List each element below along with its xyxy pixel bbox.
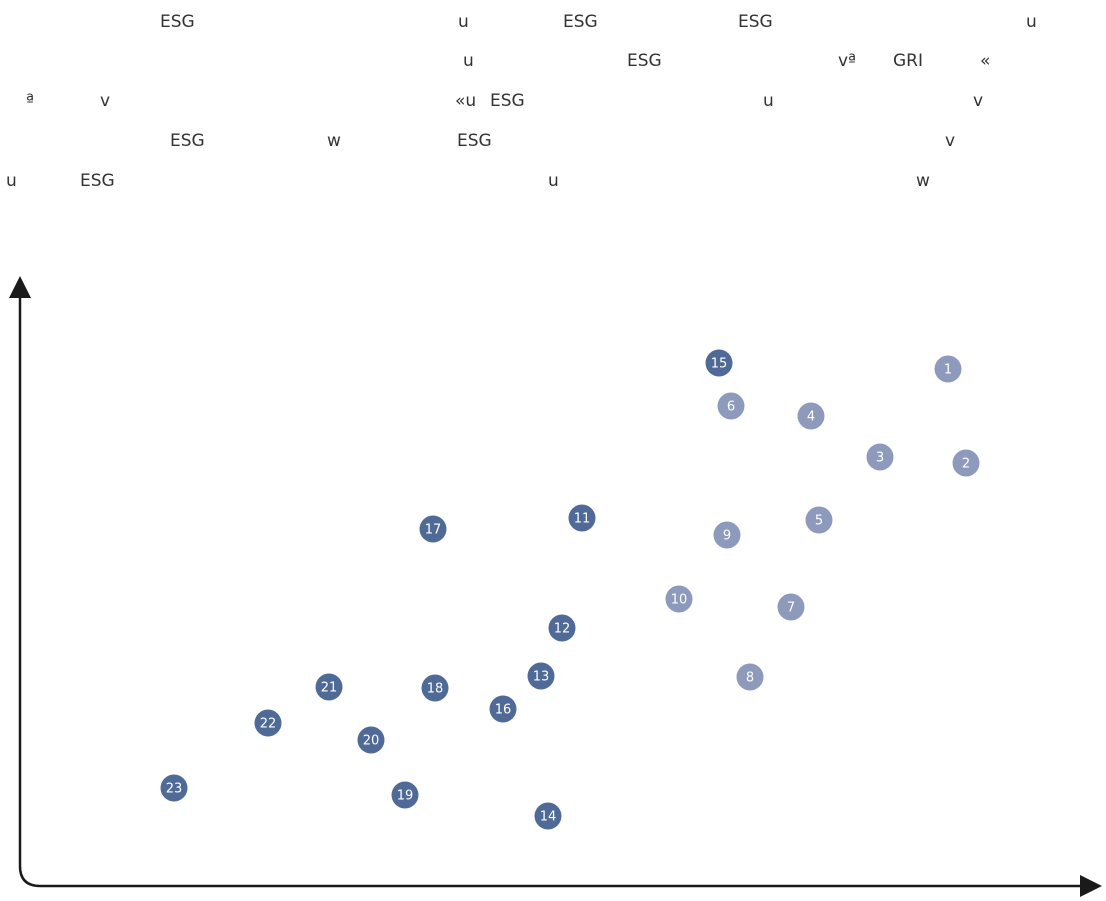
node-circle <box>419 515 447 543</box>
text-fragment: v <box>973 91 983 111</box>
node-circle <box>527 662 555 690</box>
axes <box>18 292 1086 888</box>
node: 7 <box>777 593 805 621</box>
node: 1 <box>934 355 962 383</box>
y-arrow <box>9 276 31 298</box>
node-circle <box>534 802 562 830</box>
node-label: 17 <box>425 523 442 538</box>
node-circle <box>713 521 741 549</box>
node-label: 21 <box>321 681 338 696</box>
node-circle <box>489 695 517 723</box>
node-label: 18 <box>427 682 444 697</box>
node-circle <box>254 709 282 737</box>
node-label: 15 <box>711 357 728 372</box>
node: 2 <box>952 449 980 477</box>
node-circle <box>866 443 894 471</box>
text-fragment: u <box>1026 12 1037 32</box>
axis-lines <box>18 292 1086 888</box>
text-fragment: u <box>6 171 17 191</box>
x-arrow <box>1080 875 1102 897</box>
text-fragment: u <box>463 51 474 71</box>
node-circle <box>777 593 805 621</box>
text-fragment: GRI <box>893 51 923 71</box>
node: 12 <box>548 614 576 642</box>
text-fragment: u <box>763 91 774 111</box>
node-label: 10 <box>671 593 688 608</box>
text-fragment: ESG <box>738 12 773 32</box>
text-fragment: ESG <box>563 12 598 32</box>
node-label: 14 <box>540 810 557 825</box>
text-fragment: w <box>916 171 930 191</box>
node: 19 <box>391 781 419 809</box>
text-fragment: ESG <box>490 91 525 111</box>
text-fragment: u <box>548 171 559 191</box>
node-label: 22 <box>260 717 277 732</box>
node-circle <box>391 781 419 809</box>
node: 10 <box>665 585 693 613</box>
node: 4 <box>797 402 825 430</box>
node-label: 6 <box>727 400 735 415</box>
node-label: 1 <box>944 363 952 378</box>
node-label: 19 <box>397 789 414 804</box>
node: 17 <box>419 515 447 543</box>
node-circle <box>705 349 733 377</box>
node: 15 <box>705 349 733 377</box>
text-fragment: ESG <box>80 171 115 191</box>
text-fragment: ª <box>26 91 34 111</box>
node-circle <box>357 726 385 754</box>
node: 5 <box>805 506 833 534</box>
node: 9 <box>713 521 741 549</box>
text-fragment: w <box>327 131 341 151</box>
node-circle <box>952 449 980 477</box>
node-label: 13 <box>533 670 550 685</box>
text-fragment: v <box>100 91 110 111</box>
node-circle <box>548 614 576 642</box>
node-label: 16 <box>495 703 512 718</box>
node: 21 <box>315 673 343 701</box>
node-circle <box>315 673 343 701</box>
node-circle <box>421 674 449 702</box>
node-label: 23 <box>166 782 183 797</box>
node: 8 <box>736 663 764 691</box>
text-fragment: u <box>458 12 469 32</box>
text-fragment: « <box>980 51 990 71</box>
node-label: 2 <box>962 457 970 472</box>
node: 22 <box>254 709 282 737</box>
node-circle <box>160 774 188 802</box>
node-label: 7 <box>787 601 795 616</box>
text-fragment: ESG <box>160 12 195 32</box>
node-circle <box>568 504 596 532</box>
node: 23 <box>160 774 188 802</box>
node-label: 20 <box>363 734 380 749</box>
node-circle <box>717 392 745 420</box>
node: 11 <box>568 504 596 532</box>
text-fragment: «u <box>455 91 476 111</box>
node-label: 9 <box>723 529 731 544</box>
node: 13 <box>527 662 555 690</box>
text-fragment: ESG <box>457 131 492 151</box>
text-fragment: ESG <box>170 131 205 151</box>
node-circle <box>934 355 962 383</box>
node: 6 <box>717 392 745 420</box>
node-label: 8 <box>746 671 754 686</box>
node: 18 <box>421 674 449 702</box>
node: 20 <box>357 726 385 754</box>
text-fragment: v <box>945 131 955 151</box>
text-fragment: ESG <box>627 51 662 71</box>
node-circle <box>805 506 833 534</box>
node-label: 12 <box>554 622 571 637</box>
text-fragment: vª <box>838 51 856 71</box>
node-label: 3 <box>876 451 884 466</box>
node-label: 11 <box>574 512 591 527</box>
node: 16 <box>489 695 517 723</box>
node-circle <box>736 663 764 691</box>
node-circle <box>797 402 825 430</box>
node: 14 <box>534 802 562 830</box>
node-label: 5 <box>815 514 823 529</box>
node-circle <box>665 585 693 613</box>
node-label: 4 <box>807 410 815 425</box>
node: 3 <box>866 443 894 471</box>
